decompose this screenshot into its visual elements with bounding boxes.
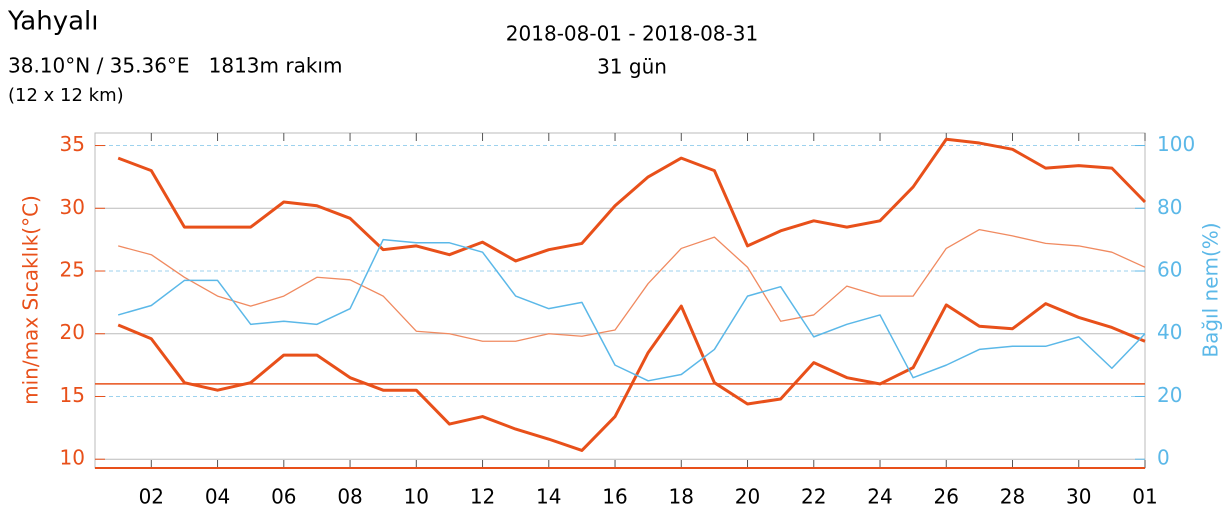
x-tick-label: 28 [1000, 485, 1025, 509]
x-tick-label: 14 [536, 485, 561, 509]
x-tick-label: 22 [801, 485, 826, 509]
period: 2018-08-01 - 2018-08-31 [506, 22, 758, 46]
x-tick-label: 06 [271, 485, 296, 509]
y-tick-label: 25 [60, 258, 85, 282]
x-tick-label: 16 [602, 485, 627, 509]
y2-axis-label: Bağıl nem(%) [1199, 222, 1223, 357]
y-tick-label: 30 [60, 195, 85, 219]
x-tick-label: 04 [205, 485, 230, 509]
plot-frame [94, 132, 1146, 469]
x-tick-label: 30 [1066, 485, 1091, 509]
series-line [117, 137, 1147, 263]
y-tick-label: 10 [60, 446, 85, 470]
y2-tick-label: 80 [1157, 195, 1182, 219]
y-tick-label: 20 [60, 320, 85, 344]
x-tick-label: 24 [867, 485, 892, 509]
y2-tick-label: 100 [1157, 132, 1195, 156]
x-tick-label: 02 [139, 485, 164, 509]
title: Yahyalı [7, 7, 98, 37]
y2-tick-label: 60 [1157, 258, 1182, 282]
y-axis-label: min/max Sıcaklık(°C) [19, 195, 43, 405]
x-tick-label: 26 [934, 485, 959, 509]
y-tick-label: 35 [60, 132, 85, 156]
x-tick-label: 18 [669, 485, 694, 509]
y2-tick-label: 40 [1157, 320, 1182, 344]
location: 38.10°N / 35.36°E 1813m rakım [8, 54, 342, 78]
x-tick-label: 12 [470, 485, 495, 509]
resolution: (12 x 12 km) [8, 85, 124, 106]
y2-tick-label: 0 [1157, 446, 1170, 470]
series-line [117, 302, 1146, 452]
y2-tick-label: 20 [1157, 383, 1182, 407]
series-line [117, 238, 1146, 382]
x-tick-label: 20 [735, 485, 760, 509]
x-tick-label: 10 [404, 485, 429, 509]
x-tick-label: 01 [1132, 485, 1157, 509]
x-tick-label: 08 [337, 485, 362, 509]
y-tick-label: 15 [60, 383, 85, 407]
days: 31 gün [597, 55, 667, 79]
series-line [118, 228, 1146, 342]
